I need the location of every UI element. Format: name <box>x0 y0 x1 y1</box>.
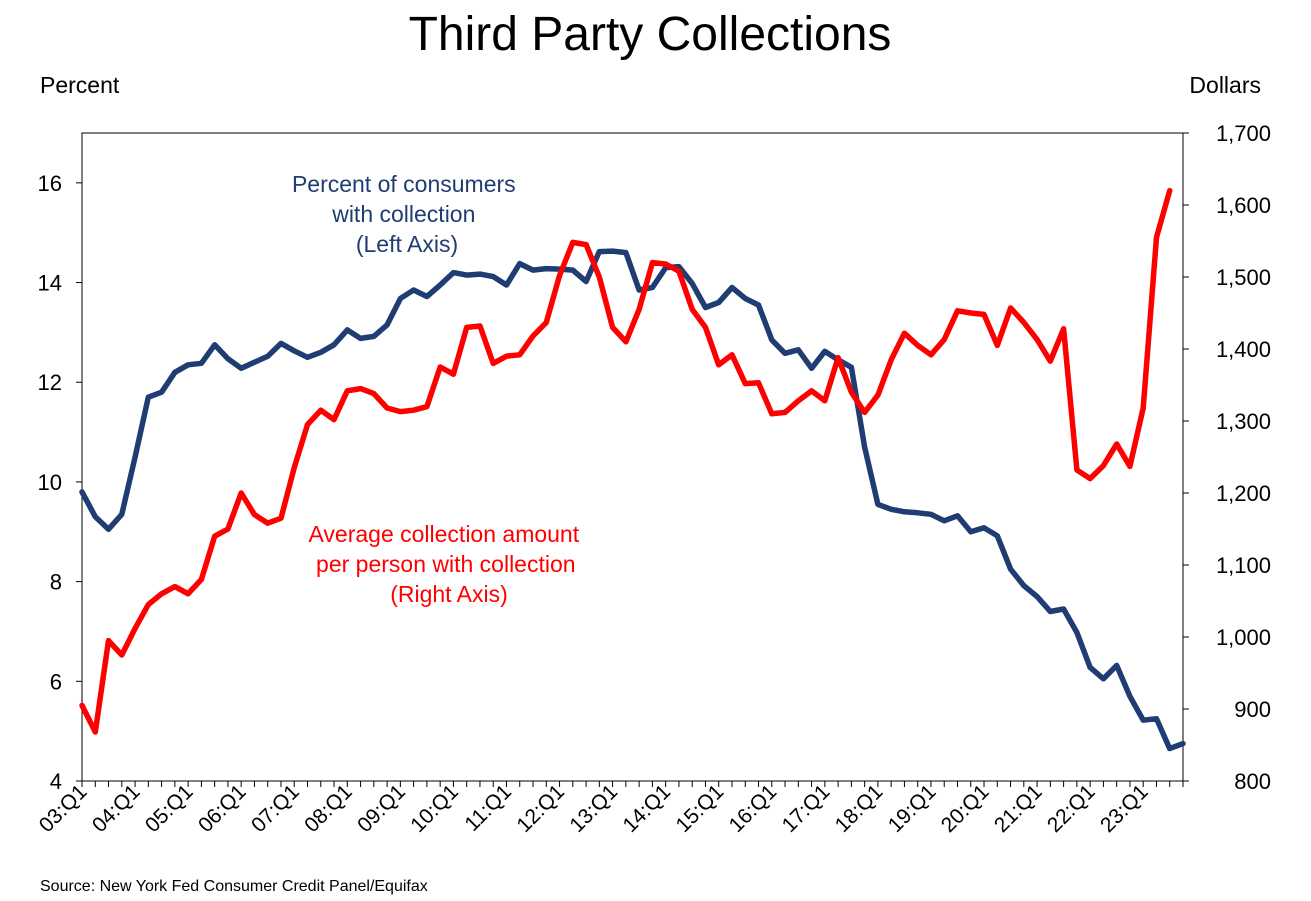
amount-annotation-line-3: (Right Axis) <box>390 581 508 607</box>
right-tick-label: 1,400 <box>1216 337 1271 362</box>
x-tick-label: 13:Q1 <box>565 780 622 837</box>
right-tick-label: 1,000 <box>1216 625 1271 650</box>
percent-annotation-line-2: with collection <box>331 201 475 227</box>
percent-series-annotation: Percent of consumers with collection (Le… <box>292 171 522 257</box>
right-tick-label: 1,300 <box>1216 409 1271 434</box>
right-tick-label: 1,700 <box>1216 121 1271 146</box>
right-tick-label: 1,100 <box>1216 553 1271 578</box>
x-tick-label: 11:Q1 <box>460 780 516 836</box>
plot-area-frame <box>81 132 1184 782</box>
x-tick-label: 06:Q1 <box>194 780 251 837</box>
x-tick-label: 15:Q1 <box>672 780 729 837</box>
x-tick-label: 10:Q1 <box>406 780 463 837</box>
x-tick-label: 16:Q1 <box>725 780 782 837</box>
x-tick-label: 21:Q1 <box>990 780 1047 837</box>
percent-annotation-line-3: (Left Axis) <box>356 231 458 257</box>
right-tick-label: 800 <box>1234 769 1271 794</box>
right-axis-title: Dollars <box>1189 72 1261 98</box>
amount-series-annotation: Average collection amount per person wit… <box>308 521 585 607</box>
left-tick-label: 16 <box>38 171 62 196</box>
series-layer <box>79 187 1186 752</box>
left-axis-title: Percent <box>40 72 120 98</box>
right-tick-label: 1,500 <box>1216 265 1271 290</box>
right-tick-label: 1,600 <box>1216 193 1271 218</box>
amount-annotation-line-2: per person with collection <box>316 551 576 577</box>
right-axis: 800 900 1,000 1,100 1,200 1,300 1,400 1,500 1,60… <box>1183 121 1271 794</box>
percent-consumers-line <box>79 248 1186 752</box>
x-tick-label: 09:Q1 <box>353 780 410 837</box>
x-tick-label: 12:Q1 <box>512 780 569 837</box>
x-tick-label: 05:Q1 <box>141 780 198 837</box>
x-tick-label: 22:Q1 <box>1043 780 1100 837</box>
chart-title: Third Party Collections <box>409 8 892 61</box>
left-tick-label: 8 <box>50 570 62 595</box>
x-tick-label: 19:Q1 <box>884 780 941 837</box>
left-tick-label: 10 <box>38 470 62 495</box>
right-tick-label: 900 <box>1234 697 1271 722</box>
left-axis: 4 6 8 10 12 14 16 <box>38 171 82 794</box>
x-tick-label: 03:Q1 <box>35 780 92 837</box>
amount-annotation-line-1: Average collection amount <box>308 521 579 547</box>
x-tick-label: 17:Q1 <box>778 780 835 837</box>
left-tick-label: 6 <box>50 669 62 694</box>
x-tick-label: 07:Q1 <box>247 780 304 837</box>
left-tick-label: 12 <box>38 370 62 395</box>
average-amount-line <box>79 187 1173 735</box>
source-note: Source: New York Fed Consumer Credit Pan… <box>40 878 428 895</box>
x-tick-label: 14:Q1 <box>618 780 675 837</box>
x-tick-label: 04:Q1 <box>88 780 145 837</box>
x-tick-label: 20:Q1 <box>937 780 994 837</box>
x-tick-label: 08:Q1 <box>300 780 357 837</box>
x-axis: 03:Q104:Q105:Q106:Q107:Q108:Q109:Q110:Q1… <box>35 780 1184 837</box>
percent-annotation-line-1: Percent of consumers <box>292 171 516 197</box>
x-tick-label: 18:Q1 <box>831 780 888 837</box>
x-tick-label: 23:Q1 <box>1096 780 1153 837</box>
right-tick-label: 1,200 <box>1216 481 1271 506</box>
left-tick-label: 14 <box>38 271 62 296</box>
left-tick-label: 4 <box>50 769 62 794</box>
